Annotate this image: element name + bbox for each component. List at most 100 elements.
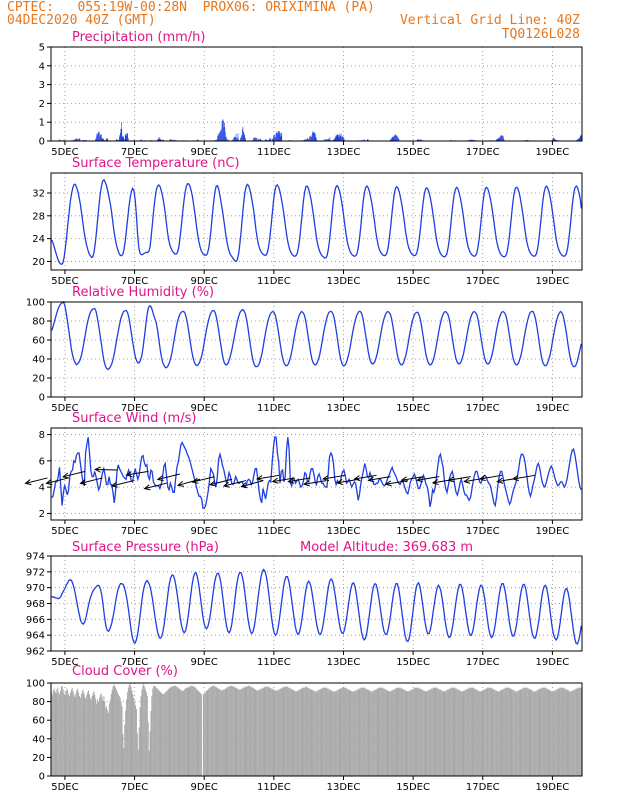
precip-bar (120, 128, 122, 141)
cloud-bar (95, 698, 97, 776)
cloud-bar (120, 701, 122, 776)
cloud-bar (482, 690, 484, 776)
precip-bar (334, 137, 336, 141)
precip-bar (315, 134, 316, 141)
cloud-bar (439, 689, 441, 776)
precip-bar (497, 138, 498, 141)
cloud-bar (204, 692, 206, 776)
cloud-bar (504, 688, 506, 776)
cloud-bar (351, 691, 353, 776)
cloud-bar (319, 689, 321, 776)
plot-frame (50, 427, 583, 521)
x-tick-label: 19DEC (536, 657, 570, 668)
cloud-bar (226, 687, 228, 776)
cloud-bar (328, 689, 330, 776)
cloud-bar (378, 687, 380, 776)
cloud-bar (287, 686, 289, 776)
precip-bar (227, 139, 229, 141)
cloud-bar (538, 689, 540, 776)
cloud-bar (231, 685, 233, 776)
cloud-bar (88, 690, 89, 776)
cloud-bar (91, 696, 93, 776)
x-tick-label: 15DEC (396, 276, 430, 287)
cloud-bar (298, 689, 300, 776)
cloud-bar (467, 688, 469, 776)
cloud-bar (236, 688, 238, 776)
precip-bar (419, 139, 420, 141)
cloud-bar (421, 689, 423, 776)
cloud-bar (167, 689, 169, 776)
cloud-bar (214, 686, 216, 776)
precip-bar (120, 132, 121, 141)
precip-bar (341, 137, 342, 141)
cloud-bar (420, 688, 421, 776)
precip-bar (578, 138, 580, 141)
cloud-bar (99, 695, 101, 776)
cloud-bar (489, 687, 491, 776)
cloud-bar (329, 689, 331, 776)
y-tick-label: 8 (39, 430, 45, 441)
wind-vector (272, 477, 295, 483)
cloud-bar (575, 688, 577, 776)
cloud-bar (517, 690, 519, 776)
cloud-bar (556, 689, 558, 776)
cloud-bar (459, 690, 461, 776)
cloud-bar (94, 695, 96, 776)
x-tick-label: 13DEC (327, 782, 361, 793)
cloud-bar (244, 686, 246, 776)
precip-bar (420, 139, 421, 141)
cloud-bar (536, 690, 538, 776)
precip-bar (162, 139, 163, 141)
cloud-bar (344, 687, 345, 776)
precip-bar (500, 135, 502, 141)
cloud-bar (471, 687, 473, 776)
precip-bar (327, 138, 329, 141)
cloud-bar (552, 691, 554, 776)
cloud-bar (258, 690, 260, 776)
cloud-bar (92, 693, 94, 776)
cloud-bar (247, 685, 249, 776)
cloud-bar (280, 688, 282, 776)
precip-bar (344, 139, 345, 141)
precip-bar (499, 137, 501, 141)
cloud-bar (408, 691, 410, 776)
precip-bar (119, 136, 120, 141)
cloud-bar (448, 689, 450, 776)
precip-bar (223, 120, 224, 141)
cloud-bar (530, 689, 532, 776)
cloud-bar (469, 687, 471, 776)
cloud-bar (544, 687, 546, 776)
cloud-bar (208, 688, 210, 776)
cloud-bar (59, 694, 61, 776)
precip-bar (241, 136, 243, 141)
cloud-bar (217, 688, 219, 776)
cloud-bar (232, 686, 234, 776)
cloud-bar (565, 689, 567, 776)
precip-bar (163, 139, 164, 141)
cloud-bar (341, 687, 343, 776)
cloud-bar (301, 688, 303, 776)
cloud-bar (209, 687, 211, 776)
wind-vector (80, 477, 103, 484)
y-tick-label: 40 (32, 355, 45, 366)
cloud-bar (386, 690, 388, 776)
cloud-bar (395, 688, 397, 776)
cloud-bar (166, 690, 168, 776)
cloud-bar (313, 690, 315, 776)
cloud-bar (371, 691, 373, 776)
precip-bar (309, 137, 310, 141)
cloud-bar (170, 686, 172, 776)
cloud-bar (438, 688, 440, 776)
cloud-bar (93, 691, 95, 776)
cloud-bar (519, 689, 521, 776)
cloud-bar (447, 689, 449, 776)
precip-bar (220, 129, 222, 141)
cloud-bar (338, 689, 340, 776)
cloud-bar (136, 733, 138, 776)
precip-bar (269, 138, 271, 141)
cloud-bar (403, 689, 405, 776)
precip-bar (334, 137, 336, 141)
precip-bar (391, 136, 393, 141)
precip-bar (272, 138, 273, 141)
precip-bar (236, 139, 238, 141)
